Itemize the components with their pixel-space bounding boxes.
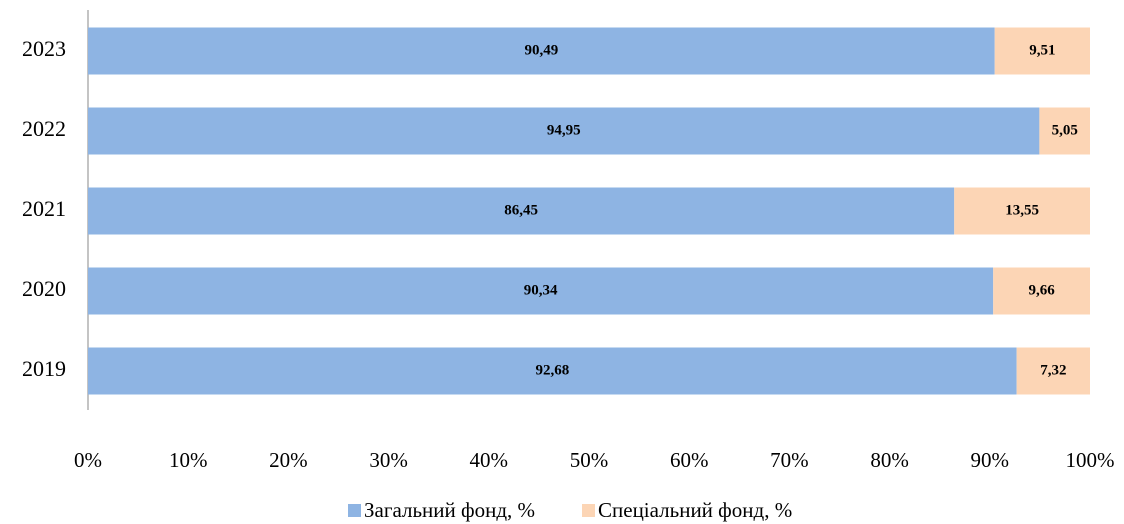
bar-segment <box>1039 107 1090 155</box>
legend-swatch <box>582 504 595 517</box>
bar-segment <box>88 107 1040 155</box>
value-label: 90,34 <box>524 282 558 298</box>
value-label: 13,55 <box>1005 202 1039 218</box>
x-tick-label: 40% <box>470 448 509 472</box>
legend-label: Загальний фонд, % <box>364 498 535 522</box>
y-tick-label: 2023 <box>22 36 66 61</box>
y-tick-label: 2021 <box>22 196 66 221</box>
x-tick-label: 10% <box>169 448 208 472</box>
value-label: 9,51 <box>1029 42 1055 58</box>
x-tick-label: 80% <box>870 448 909 472</box>
x-tick-label: 60% <box>670 448 709 472</box>
y-tick-label: 2020 <box>22 276 66 301</box>
legend-swatch <box>348 504 361 517</box>
x-tick-label: 50% <box>570 448 609 472</box>
bar-segment <box>88 267 994 315</box>
y-tick-label: 2022 <box>22 116 66 141</box>
y-tick-label: 2019 <box>22 356 66 381</box>
x-tick-label: 20% <box>269 448 308 472</box>
bar-segment <box>88 27 995 75</box>
bar-segment <box>994 27 1090 75</box>
x-tick-label: 0% <box>74 448 102 472</box>
value-label: 5,05 <box>1052 122 1078 138</box>
value-label: 86,45 <box>504 202 538 218</box>
value-label: 90,49 <box>524 42 558 58</box>
x-tick-label: 100% <box>1066 448 1115 472</box>
bar-segment <box>88 187 955 235</box>
value-label: 94,95 <box>547 122 581 138</box>
x-tick-label: 30% <box>369 448 408 472</box>
bar-segment <box>993 267 1090 315</box>
legend-label: Спеціальний фонд, % <box>598 498 792 522</box>
bar-segment <box>1016 347 1090 395</box>
bar-segment <box>954 187 1090 235</box>
value-label: 92,68 <box>535 362 569 378</box>
value-label: 7,32 <box>1040 362 1066 378</box>
x-tick-label: 70% <box>770 448 809 472</box>
bar-segment <box>88 347 1017 395</box>
x-tick-label: 90% <box>971 448 1010 472</box>
value-label: 9,66 <box>1028 282 1055 298</box>
